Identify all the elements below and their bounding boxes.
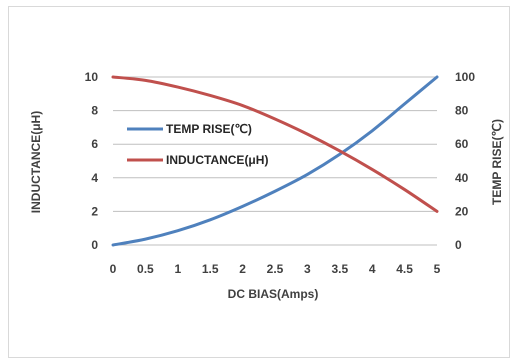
x-tick-label: 0 [110,262,117,276]
y-right-tick-label: 80 [455,104,469,118]
y-left-axis-ticks: 0 2 4 6 8 10 [85,70,99,252]
x-tick-label: 1 [174,262,181,276]
x-tick-label: 3 [304,262,311,276]
x-tick-label: 2 [239,262,246,276]
y-left-tick-label: 6 [91,137,98,151]
legend-label-inductance: INDUCTANCE(μH) [166,153,268,167]
y-left-tick-label: 8 [91,104,98,118]
x-tick-label: 4.5 [396,262,413,276]
x-tick-label: 0.5 [137,262,154,276]
y-right-axis-title: TEMP RISE(℃) [490,119,504,205]
y-right-tick-label: 20 [455,204,469,218]
y-left-tick-label: 4 [91,171,98,185]
chart-frame [8,6,510,358]
y-right-tick-label: 40 [455,171,469,185]
x-tick-label: 4 [369,262,376,276]
x-axis-title: DC BIAS(Amps) [228,287,319,301]
y-left-tick-label: 10 [85,70,99,84]
y-left-tick-label: 2 [91,204,98,218]
x-tick-label: 3.5 [331,262,348,276]
y-left-tick-label: 0 [91,238,98,252]
gridlines [113,76,437,246]
series-lines [111,75,439,247]
y-left-axis-title: INDUCTANCE(μH) [29,111,43,213]
x-tick-label: 5 [434,262,441,276]
y-right-tick-label: 0 [455,238,462,252]
x-tick-label: 1.5 [202,262,219,276]
series-line-temp-rise [111,75,439,247]
y-right-axis-ticks: 0 20 40 60 80 100 [455,70,475,252]
series-line-inductance [111,75,439,213]
x-axis-ticks: 0 0.5 1 1.5 2 2.5 3 3.5 4 4.5 5 [110,262,441,276]
x-tick-label: 2.5 [267,262,284,276]
y-right-tick-label: 60 [455,137,469,151]
legend-label-temp-rise: TEMP RISE(℃) [166,122,252,136]
legend: TEMP RISE(℃) INDUCTANCE(μH) [127,122,268,167]
y-right-tick-label: 100 [455,70,475,84]
